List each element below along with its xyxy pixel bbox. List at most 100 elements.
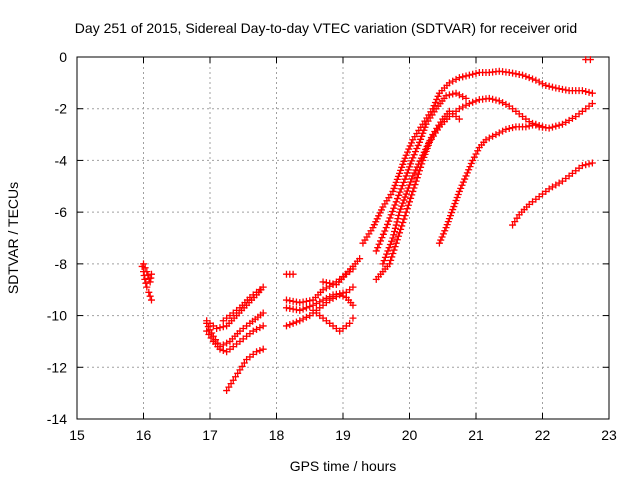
data-point xyxy=(403,169,411,177)
data-point xyxy=(374,244,382,252)
data-point xyxy=(452,89,460,97)
data-point xyxy=(417,135,425,143)
data-point xyxy=(545,82,553,90)
grid-lines xyxy=(77,57,609,419)
data-point xyxy=(578,162,586,170)
data-point xyxy=(411,148,419,156)
data-point xyxy=(381,227,389,235)
data-point xyxy=(586,56,594,64)
y-axis-label: SDTVAR / TECUs xyxy=(5,182,21,294)
data-point xyxy=(349,314,357,322)
series-arc-16h-b xyxy=(140,260,155,286)
data-point xyxy=(455,115,463,123)
data-point xyxy=(465,100,473,108)
data-point xyxy=(407,194,415,202)
data-point xyxy=(299,315,307,323)
data-point xyxy=(394,172,402,180)
x-tick-label: 21 xyxy=(468,427,484,443)
data-point xyxy=(420,153,428,161)
data-point xyxy=(423,144,431,152)
x-tick-label: 15 xyxy=(69,427,85,443)
data-point xyxy=(469,70,477,78)
data-point xyxy=(459,178,467,186)
data-point xyxy=(489,132,497,140)
data-point xyxy=(384,247,392,255)
data-point xyxy=(379,230,387,238)
data-point xyxy=(299,305,307,313)
data-point xyxy=(349,283,357,291)
data-point xyxy=(485,94,493,102)
data-point xyxy=(454,190,462,198)
data-point xyxy=(459,93,467,101)
data-point xyxy=(387,256,395,264)
data-point xyxy=(535,122,543,130)
data-point xyxy=(407,139,415,147)
y-tick-label: 0 xyxy=(59,49,67,65)
data-point xyxy=(388,253,396,261)
data-point xyxy=(461,175,469,183)
data-point xyxy=(407,160,415,168)
data-point xyxy=(145,288,153,296)
data-point xyxy=(462,101,470,109)
data-point xyxy=(415,138,423,146)
data-point xyxy=(388,207,396,215)
data-point xyxy=(383,250,391,258)
data-point xyxy=(143,283,151,291)
data-point xyxy=(402,151,410,159)
series-arc-19h-b xyxy=(372,89,470,255)
data-point xyxy=(401,154,409,162)
data-point xyxy=(339,292,347,300)
data-point xyxy=(585,160,593,168)
data-point xyxy=(390,204,398,212)
data-point xyxy=(413,145,421,153)
data-point xyxy=(372,247,380,255)
y-tick-label: -4 xyxy=(55,152,68,168)
data-point xyxy=(253,325,261,333)
series-arc-18h-f xyxy=(319,265,357,289)
data-point xyxy=(256,346,264,354)
data-point xyxy=(396,208,404,216)
data-point xyxy=(462,172,470,180)
data-point xyxy=(414,170,422,178)
data-point xyxy=(142,279,150,287)
data-point xyxy=(259,322,267,330)
chart-title: Day 251 of 2015, Sidereal Day-to-day VTE… xyxy=(75,20,577,36)
data-point xyxy=(408,191,416,199)
data-point xyxy=(519,71,527,79)
data-point xyxy=(462,94,470,102)
data-point xyxy=(555,121,563,129)
data-point xyxy=(146,292,154,300)
data-point xyxy=(499,99,507,107)
data-point xyxy=(395,211,403,219)
data-point xyxy=(408,175,416,183)
data-point xyxy=(256,286,264,294)
data-point xyxy=(420,126,428,134)
data-point xyxy=(417,163,425,171)
data-point xyxy=(219,323,227,331)
data-point xyxy=(437,236,445,244)
data-point xyxy=(402,208,410,216)
data-point xyxy=(385,244,393,252)
data-point xyxy=(400,157,408,165)
data-point xyxy=(413,174,421,182)
data-point xyxy=(391,224,399,232)
data-point xyxy=(444,218,452,226)
data-point xyxy=(390,184,398,192)
data-point xyxy=(502,125,510,133)
series-arc-19h-d xyxy=(372,94,596,283)
data-point xyxy=(397,166,405,174)
data-point xyxy=(397,225,405,233)
data-point xyxy=(147,296,155,304)
data-point xyxy=(402,190,410,198)
data-point xyxy=(421,150,429,158)
data-point xyxy=(522,123,530,131)
data-point xyxy=(396,169,404,177)
data-point xyxy=(470,153,478,161)
y-tick-label: -12 xyxy=(47,359,67,375)
data-point xyxy=(492,96,500,104)
data-point xyxy=(431,99,439,107)
data-point xyxy=(336,291,344,299)
series-arc-18h-d xyxy=(282,291,357,330)
data-point xyxy=(286,321,294,329)
data-point xyxy=(289,319,297,327)
